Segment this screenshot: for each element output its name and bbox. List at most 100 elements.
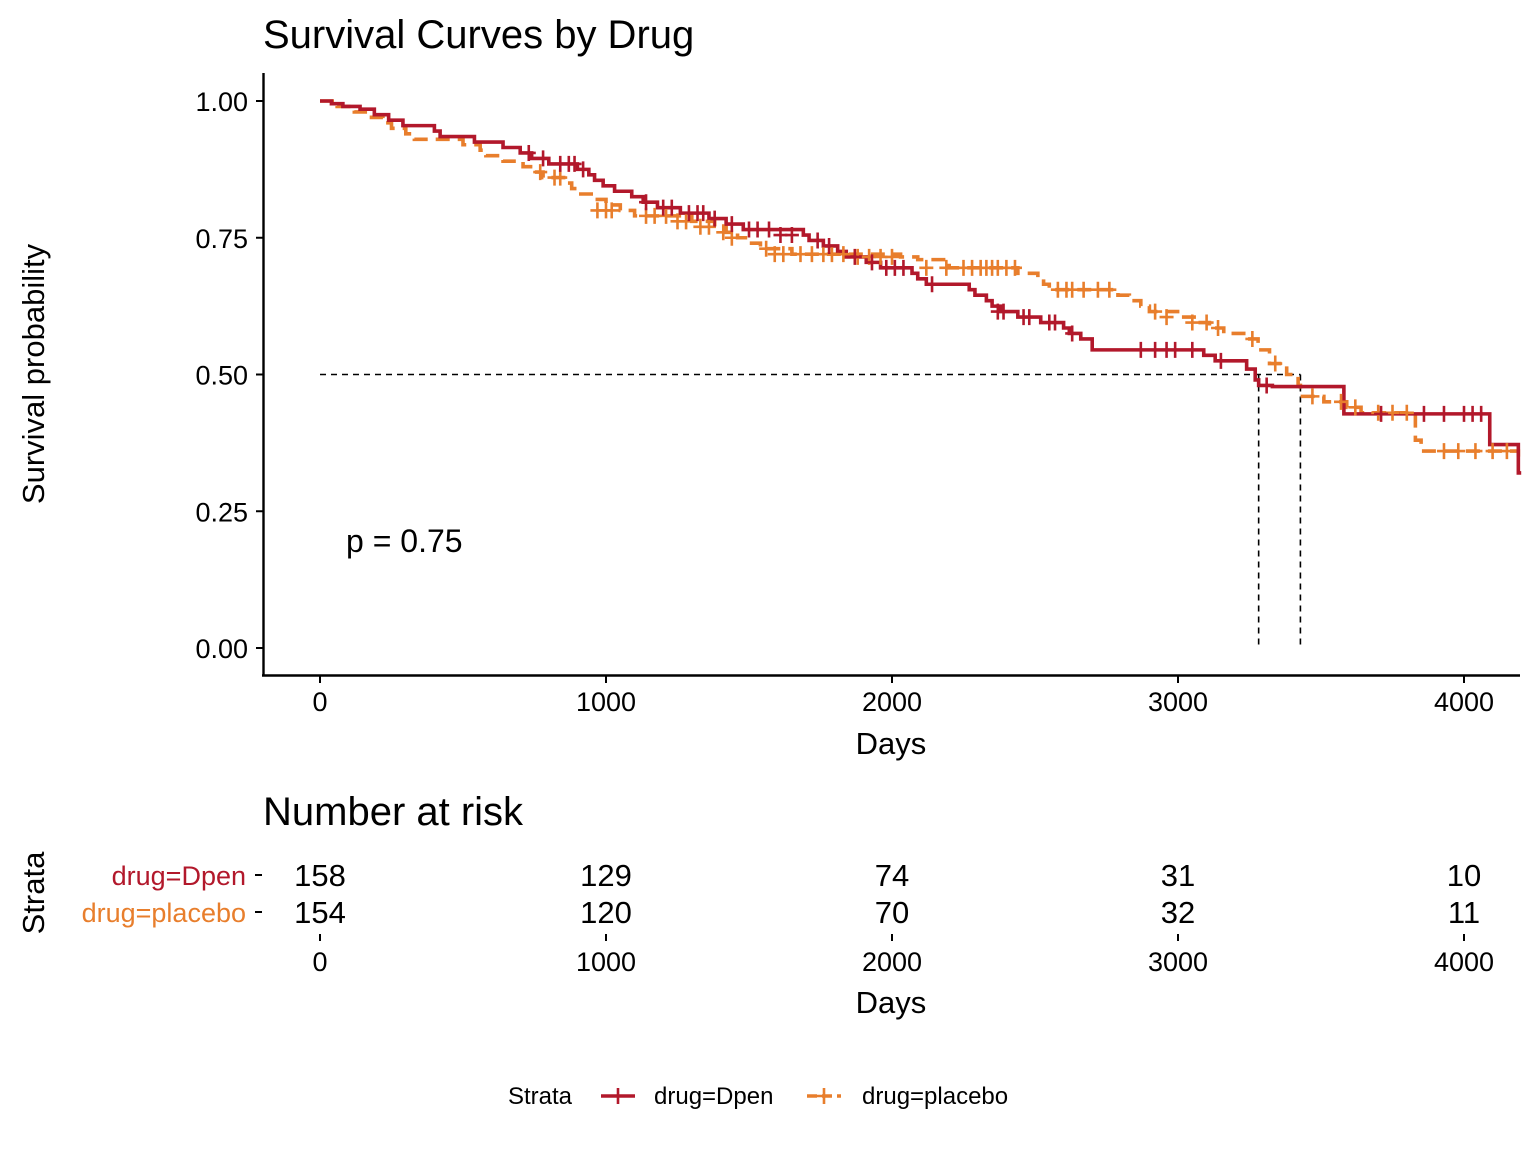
censor-mark [1065,325,1080,342]
censor-mark [707,210,722,227]
y-axis-ticks: 0.00 0.25 0.50 0.75 1.00 [195,87,263,664]
censor-mark [939,259,954,276]
censor-mark [1185,314,1200,331]
censor-mark [1148,303,1163,320]
censor-mark [1436,405,1451,422]
censor-mark [1334,393,1349,410]
legend: Strata drug=Dpen drug=placebo [508,1083,1008,1110]
x-tick-label: 1000 [576,687,636,717]
risk-count: 31 [1161,858,1195,893]
censor-mark [639,194,654,211]
censor-mark [1268,355,1283,372]
censor-mark [925,276,940,293]
risk-table-x-label: Days [856,985,927,1020]
censor-marks [521,144,1514,460]
censor-mark [1213,352,1228,369]
risk-x-tick-label: 0 [312,947,327,977]
censor-mark [847,248,862,265]
x-axis-ticks: 0 1000 2000 3000 4000 [312,676,1494,717]
x-tick-label: 0 [312,687,327,717]
censor-mark [996,303,1011,320]
censor-mark [1199,314,1214,331]
median-reference-lines [320,373,1302,648]
censor-mark [664,199,679,216]
censor-mark [1485,443,1500,460]
censor-mark [762,221,777,238]
censor-mark [567,155,582,172]
censor-mark [536,150,551,167]
x-tick-label: 3000 [1148,687,1208,717]
censor-mark [1305,388,1320,405]
censor-mark [1348,399,1363,416]
censor-mark [1499,443,1514,460]
risk-row-label: drug=placebo [82,898,246,928]
censor-mark [864,254,879,271]
censor-mark [784,227,799,244]
censor-mark [885,248,899,265]
censor-mark [1474,405,1489,422]
risk-x-tick-label: 1000 [576,947,636,977]
legend-item-label: drug=placebo [862,1083,1008,1110]
censor-mark [810,232,825,249]
risk-table-title: Number at risk [263,790,524,834]
censor-mark [679,213,694,230]
censor-mark [1374,405,1389,422]
censor-mark [1451,443,1466,460]
censor-mark [919,259,934,276]
risk-count: 74 [875,858,909,893]
censor-mark [1259,377,1274,394]
censor-mark [759,240,774,257]
censor-mark [701,218,716,235]
risk-count: 10 [1447,858,1481,893]
censor-mark [724,229,739,246]
legend-item-label: drug=Dpen [654,1083,773,1110]
censor-mark [1133,341,1148,358]
risk-count: 158 [294,858,346,893]
censor-mark [696,205,711,222]
censor-mark [896,259,911,276]
legend-key-censor-mark [817,1088,831,1104]
y-tick-label: 0.25 [195,497,248,527]
censor-mark [1022,309,1037,326]
y-axis-label: Survival probability [16,243,51,504]
risk-count: 11 [1448,895,1480,930]
risk-count: 129 [580,858,632,893]
censor-mark [1416,405,1431,422]
censor-mark [1048,314,1063,331]
censor-mark [553,169,568,186]
censor-mark [1007,259,1022,276]
risk-x-tick-label: 4000 [1434,947,1494,977]
censor-mark [659,207,674,224]
risk-x-tick-label: 3000 [1148,947,1208,977]
censor-mark [604,202,619,219]
censor-mark [1399,404,1414,421]
risk-table-y-label: Strata [16,851,51,934]
censor-mark [1245,330,1260,347]
censor-mark [822,237,837,254]
censor-mark [1168,341,1183,358]
y-tick-label: 0.50 [195,361,248,391]
censor-mark [576,161,591,178]
risk-count: 70 [875,895,909,930]
x-tick-label: 4000 [1434,687,1494,717]
censor-mark [1468,443,1483,460]
censor-mark [836,246,851,263]
risk-row-label: drug=Dpen [112,861,246,891]
censor-mark [716,224,731,241]
survival-curve-dpen [320,99,1522,475]
censor-mark [1102,281,1117,298]
pvalue-annotation: p = 0.75 [346,523,463,559]
survival-curves [320,99,1522,475]
censor-mark [1211,320,1226,337]
censor-mark [724,216,739,233]
censor-mark [1159,309,1174,326]
censor-mark [776,246,791,263]
y-tick-label: 1.00 [195,87,248,117]
censor-mark [533,164,548,181]
x-tick-label: 2000 [862,687,922,717]
y-tick-label: 0.75 [195,224,248,254]
censor-mark [1185,341,1200,358]
risk-count: 154 [294,895,346,930]
censor-mark [1436,443,1451,460]
